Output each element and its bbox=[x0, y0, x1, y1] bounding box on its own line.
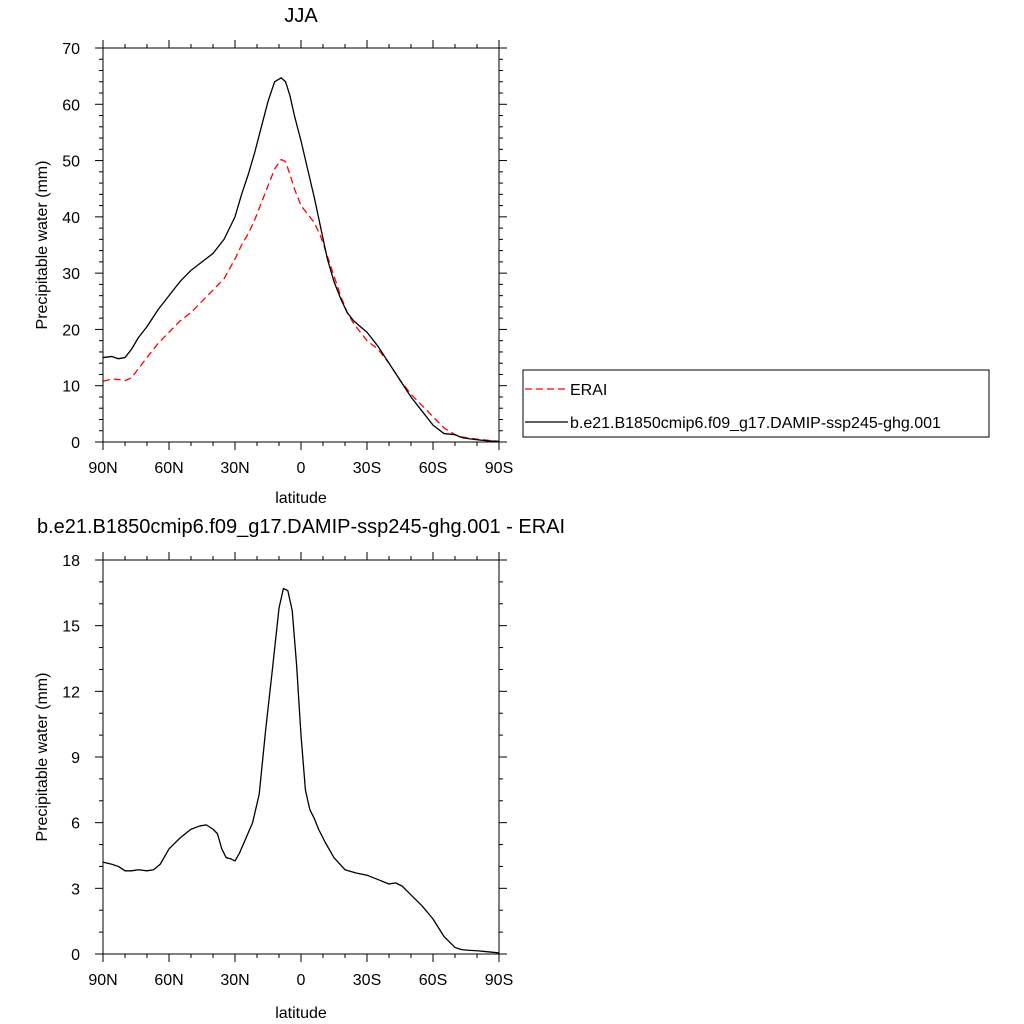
legend: ERAI b.e21.B1850cmip6.f09_g17.DAMIP-ssp2… bbox=[522, 369, 990, 438]
y-tick-label: 12 bbox=[62, 684, 80, 701]
panel-top-series bbox=[102, 77, 500, 443]
panel-bottom-ticks bbox=[95, 552, 507, 962]
y-tick-label: 60 bbox=[62, 97, 80, 114]
y-tick-label: 50 bbox=[62, 154, 80, 171]
x-tick-label: 60N bbox=[154, 972, 183, 989]
y-tick-label: 15 bbox=[62, 619, 80, 636]
y-tick-label: 40 bbox=[62, 210, 80, 227]
panel-top-title: JJA bbox=[284, 5, 318, 27]
y-tick-label: 18 bbox=[62, 553, 80, 570]
y-tick-label: 10 bbox=[62, 379, 80, 396]
x-tick-label: 0 bbox=[297, 972, 306, 989]
y-tick-label: 6 bbox=[71, 816, 80, 833]
x-tick-label: 60S bbox=[419, 972, 447, 989]
panel-top-y-tick-labels: 0 10 20 30 40 50 60 70 bbox=[62, 41, 80, 452]
y-tick-label: 9 bbox=[71, 750, 80, 767]
panel-bottom: b.e21.B1850cmip6.f09_g17.DAMIP-ssp245-gh… bbox=[34, 516, 565, 1022]
x-tick-label: 0 bbox=[297, 460, 306, 477]
series-line-0-0 bbox=[102, 158, 500, 443]
y-tick-label: 30 bbox=[62, 266, 80, 283]
panel-bottom-y-axis-title: Precipitable water (mm) bbox=[34, 673, 51, 842]
panel-bottom-series bbox=[102, 587, 500, 954]
x-tick-label: 90N bbox=[88, 460, 117, 477]
legend-label-model: b.e21.B1850cmip6.f09_g17.DAMIP-ssp245-gh… bbox=[570, 415, 941, 432]
panel-top: JJA 90N 60N 30N 0 30S 60S 90S 010203040506070 … bbox=[34, 5, 513, 507]
panel-top-gridless-ticks bbox=[95, 40, 507, 450]
legend-box bbox=[522, 369, 990, 438]
panel-bottom-x-tick-labels: 90N 60N 30N 0 30S 60S 90S bbox=[88, 972, 513, 989]
x-tick-label: 90S bbox=[485, 460, 513, 477]
panel-top-x-axis-title: latitude bbox=[275, 490, 327, 507]
y-tick-label: 20 bbox=[62, 322, 80, 339]
y-tick-label: 3 bbox=[71, 881, 80, 898]
panel-bottom-y-tick-labels: 0 3 6 9 12 15 18 bbox=[62, 553, 80, 964]
panel-bottom-title: b.e21.B1850cmip6.f09_g17.DAMIP-ssp245-gh… bbox=[37, 516, 565, 538]
x-tick-label: 30S bbox=[353, 972, 381, 989]
panel-top-frame bbox=[102, 47, 500, 443]
x-tick-label: 60N bbox=[154, 460, 183, 477]
y-tick-label: 0 bbox=[71, 435, 80, 452]
panel-top-y-axis-title: Precipitable water (mm) bbox=[34, 161, 51, 330]
y-tick-label: 70 bbox=[62, 41, 80, 58]
x-tick-label: 30N bbox=[220, 460, 249, 477]
legend-label-erai: ERAI bbox=[570, 382, 607, 399]
x-tick-label: 60S bbox=[419, 460, 447, 477]
x-tick-label: 90S bbox=[485, 972, 513, 989]
x-tick-label: 30S bbox=[353, 460, 381, 477]
series-line-0-1 bbox=[102, 77, 500, 443]
panel-bottom-frame bbox=[102, 559, 500, 955]
x-tick-label: 30N bbox=[220, 972, 249, 989]
series-line-1-0 bbox=[102, 587, 500, 954]
y-tick-label: 0 bbox=[71, 947, 80, 964]
panel-top-x-tick-labels: 90N 60N 30N 0 30S 60S 90S bbox=[88, 460, 513, 477]
panel-bottom-x-axis-title: latitude bbox=[275, 1005, 327, 1022]
x-tick-label: 90N bbox=[88, 972, 117, 989]
